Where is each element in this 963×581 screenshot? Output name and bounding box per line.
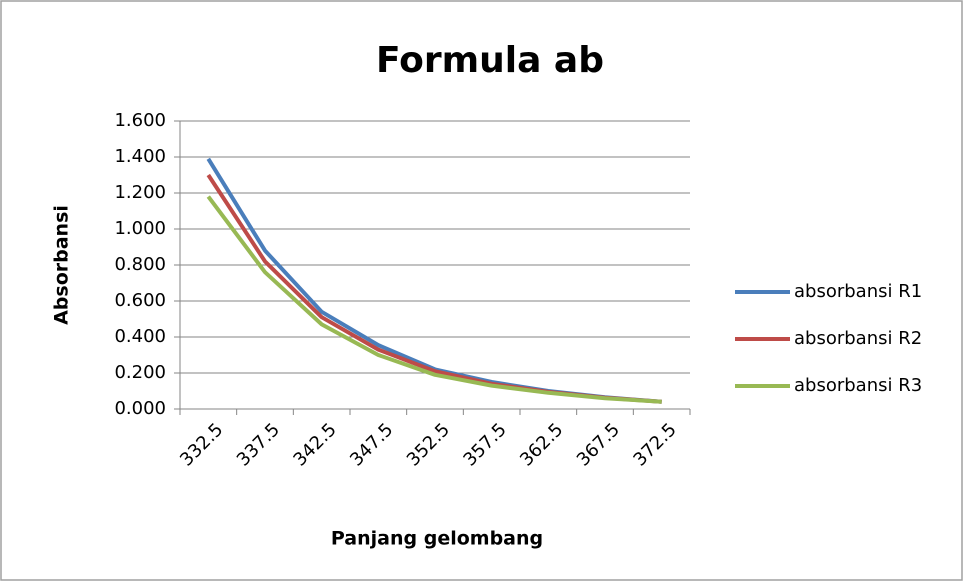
y-tick-label: 0.600 xyxy=(114,290,166,311)
y-tick-label: 1.200 xyxy=(114,182,166,203)
legend-label: absorbansi R1 xyxy=(794,281,922,302)
series-line xyxy=(206,195,662,404)
legend-label: absorbansi R3 xyxy=(794,375,922,396)
x-axis-title: Panjang gelombang xyxy=(331,528,543,550)
chart-title: Formula ab xyxy=(376,40,604,81)
y-tick-label: 0.000 xyxy=(114,398,166,419)
y-tick-label: 1.000 xyxy=(114,218,166,239)
y-axis-title: Absorbansi xyxy=(51,205,73,325)
y-tick-label: 0.200 xyxy=(114,362,166,383)
y-tick-label: 1.600 xyxy=(114,110,166,131)
y-tick-label: 1.400 xyxy=(114,146,166,167)
y-tick-label: 0.400 xyxy=(114,326,166,347)
legend-label: absorbansi R2 xyxy=(794,328,922,349)
y-tick-label: 0.800 xyxy=(114,254,166,275)
